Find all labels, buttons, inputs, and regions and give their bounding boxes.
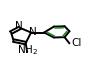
Text: Cl: Cl [72, 38, 82, 48]
Text: N: N [29, 27, 37, 37]
Text: N: N [15, 21, 23, 31]
Text: NH$_2$: NH$_2$ [17, 44, 38, 57]
